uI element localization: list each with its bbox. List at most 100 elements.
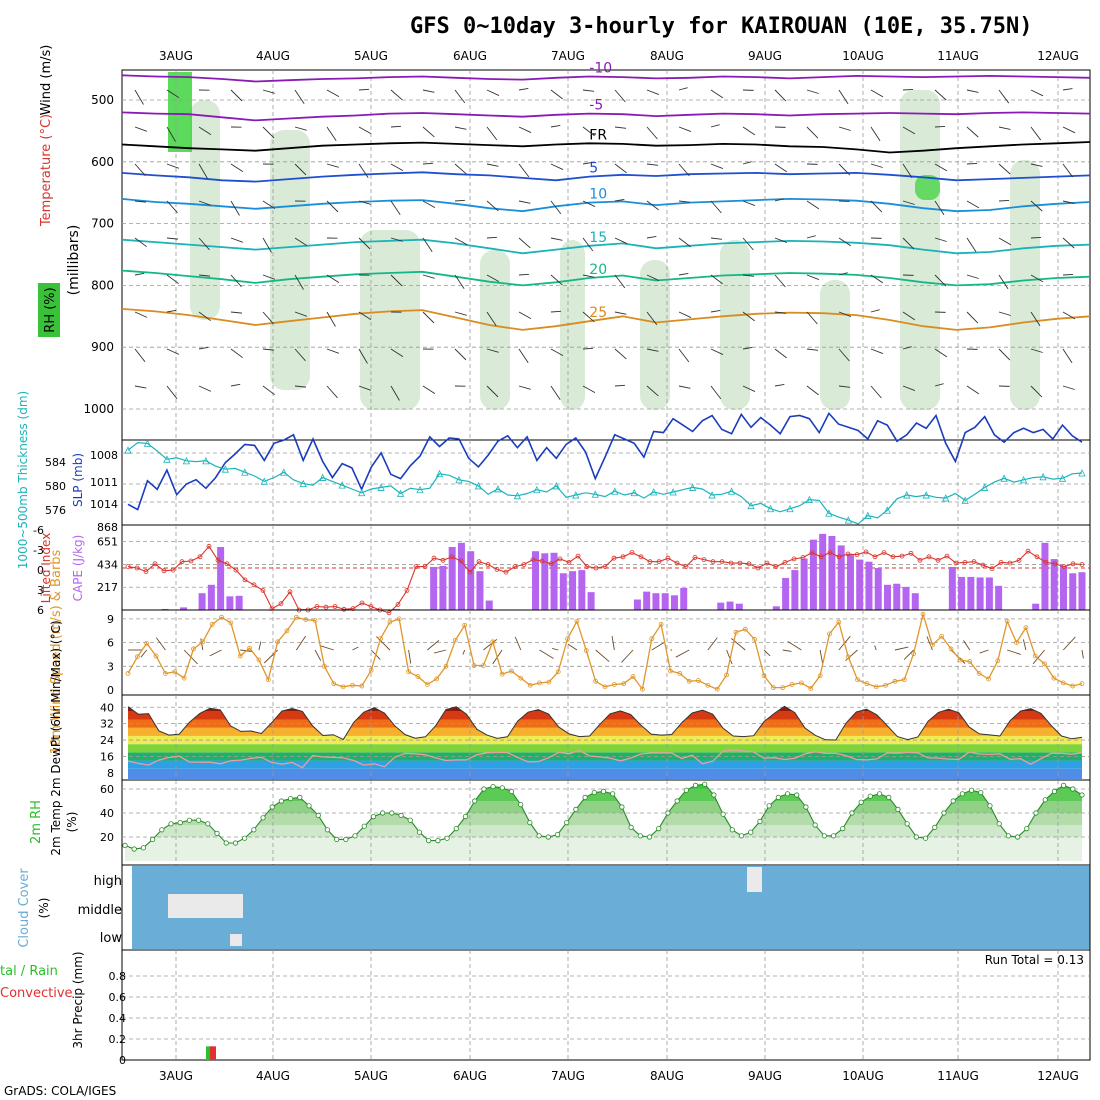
cape-bar <box>726 601 734 610</box>
lifted-index-marker <box>458 558 464 564</box>
upper-wind-barb <box>550 237 563 241</box>
upper-wind-barb <box>902 311 916 321</box>
wind-speed-marker <box>415 674 421 679</box>
upper-wind-barb <box>1062 88 1073 91</box>
thickness-marker <box>338 481 346 489</box>
lifted-index-marker <box>476 559 482 565</box>
lifted-index-marker <box>413 564 419 569</box>
upper-wind-barb <box>966 89 979 93</box>
rh-marker <box>748 829 754 835</box>
isotherm-label-3: 5 <box>589 161 598 177</box>
upper-wind-barb <box>998 237 1012 246</box>
thickness-marker <box>143 439 152 447</box>
wind-speed-marker <box>284 628 290 634</box>
upper-wind-barb <box>646 236 657 239</box>
upper-wind-barb <box>838 126 851 131</box>
rh-tick-1: 40 <box>100 807 114 820</box>
upper-wind-barb <box>166 163 180 169</box>
upper-wind-barb <box>230 89 243 102</box>
upper-wind-barb <box>326 274 340 284</box>
lifted-index-marker <box>341 606 347 612</box>
wind-speed-marker <box>125 671 131 676</box>
surface-wind-barb <box>209 649 222 657</box>
wind-speed-marker <box>565 636 570 642</box>
cape-bar <box>569 571 577 610</box>
lifted-index-marker <box>449 554 455 560</box>
cape-bar <box>430 566 438 610</box>
upper-wind-barb <box>582 311 595 323</box>
upper-wind-barb <box>742 200 756 206</box>
thickness-axis-label: 1000~500mb Thickness (dm) <box>16 391 30 569</box>
thickness-marker <box>552 482 560 490</box>
lifted-index-marker <box>791 556 797 562</box>
rh-marker <box>131 846 137 852</box>
lifted-index-marker <box>818 554 824 560</box>
upper-wind-barb <box>390 385 400 401</box>
wind-speed-marker <box>658 622 664 627</box>
cape-bar <box>837 545 845 610</box>
thickness-marker <box>961 496 969 504</box>
upper-wind-barb <box>422 162 433 165</box>
wind-speed-marker <box>686 678 692 684</box>
thickness-marker <box>786 504 794 513</box>
upper-wind-barb <box>678 385 691 389</box>
wind-speed-marker <box>322 663 327 669</box>
cape-bar <box>902 586 910 610</box>
surface-wind-barb <box>894 646 909 651</box>
upper-wind-barb <box>198 274 211 277</box>
surface-wind-barb <box>352 646 359 651</box>
wind-speed-marker <box>677 671 683 676</box>
thickness-tick-1: 580 <box>45 480 66 493</box>
rh-high-patch-2 <box>915 175 940 200</box>
upper-wind-barb <box>742 161 752 165</box>
precip-tick-4: 0.8 <box>109 970 127 983</box>
upper-wind-barb <box>518 311 532 320</box>
wind-speed-marker <box>742 626 748 632</box>
rh-band-1 <box>125 825 1082 837</box>
cape-bar <box>550 552 558 610</box>
cape-bar <box>985 577 993 610</box>
upper-wind-barb <box>326 348 340 354</box>
rh-marker <box>1024 825 1030 832</box>
rh-marker <box>591 789 597 796</box>
upper-wind-barb <box>230 200 240 216</box>
cloud-high-patch <box>747 867 762 892</box>
upper-wind-barb <box>134 237 147 248</box>
upper-wind-barb <box>486 89 500 96</box>
upper-wind-barb <box>294 163 307 176</box>
wind-tick-0: 0 <box>107 684 114 697</box>
thickness-marker <box>221 465 229 473</box>
rh-marker <box>297 794 303 801</box>
cape-bar <box>578 570 586 610</box>
lifted-index-marker <box>1016 557 1022 563</box>
rh-marker <box>343 836 349 843</box>
rh-marker <box>1060 782 1067 789</box>
lifted-index-marker <box>314 604 320 609</box>
wind-speed-marker <box>808 686 814 691</box>
rh-marker <box>674 798 680 804</box>
cape-bar <box>1059 565 1067 610</box>
wind-speed-marker <box>602 684 608 690</box>
upper-wind-barb <box>454 348 467 361</box>
upper-wind-barb <box>1030 348 1043 353</box>
cape-bar <box>680 587 688 610</box>
rh-shade-3 <box>480 250 510 410</box>
cape-bar <box>393 608 401 610</box>
lifted-index-marker <box>359 600 365 606</box>
wind-speed-marker <box>948 646 954 652</box>
wind-speed-marker <box>471 663 477 668</box>
temp-band-3 <box>128 744 1082 753</box>
temp-band-5 <box>128 727 1082 736</box>
cape-bar <box>559 573 567 610</box>
lifted-index-marker <box>233 567 239 573</box>
upper-wind-barb <box>582 347 593 350</box>
rh-marker <box>582 794 588 801</box>
isotherm-label-7: 25 <box>589 305 607 321</box>
cape-bar <box>1032 603 1040 610</box>
surface-wind-barb <box>1022 639 1027 651</box>
surface-wind-barb <box>707 637 718 651</box>
rh-marker <box>959 791 965 797</box>
lifted-index-marker <box>530 557 536 562</box>
surface-wind-barb <box>1032 649 1045 665</box>
rh-marker <box>315 812 321 819</box>
